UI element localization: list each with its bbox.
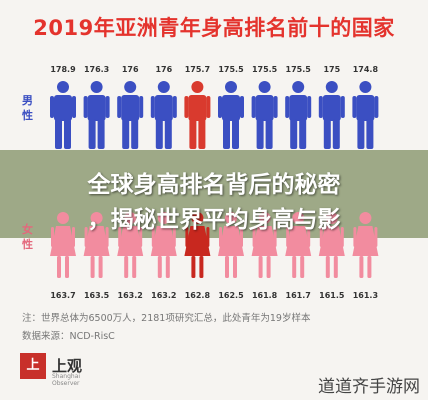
female-value-label: 161.7 [286, 291, 311, 300]
male-value-label: 175.5 [218, 65, 244, 74]
female-value-label: 161.8 [252, 291, 278, 300]
female-value-label: 161.3 [353, 291, 378, 300]
male-row-label-1: 男 [22, 94, 33, 107]
male-value-label: 175.7 [185, 65, 210, 74]
male-figure-bar [150, 81, 177, 149]
female-figure-bar [50, 212, 76, 278]
female-value-label: 163.2 [151, 291, 176, 300]
female-row-label-2: 性 [22, 237, 33, 251]
logo-subtitle: Shanghai Observer [52, 373, 81, 387]
logo-mark-icon: 上 [20, 353, 46, 379]
female-figure-bar [251, 212, 278, 278]
male-value-label: 175.5 [252, 65, 278, 74]
female-figure-bar [83, 212, 110, 278]
male-figure-bar [83, 81, 110, 149]
female-value-label: 163.7 [50, 291, 75, 300]
male-value-label: 175.5 [286, 65, 312, 74]
male-figure-bar [218, 81, 244, 149]
female-figure-bar [117, 212, 144, 278]
male-value-label: 176 [155, 65, 172, 74]
male-figure-bar [184, 81, 211, 149]
publisher-logo: 上 上观 Shanghai Observer [20, 353, 108, 387]
male-value-label: 174.8 [353, 65, 379, 74]
male-value-label: 176.3 [84, 65, 109, 74]
male-figure-bar [50, 81, 76, 149]
male-figure-bar [318, 81, 345, 149]
overlay-line-1: 全球身高排名背后的秘密 [87, 172, 341, 198]
female-figure-bar [318, 212, 345, 278]
overlay-line-2: ，揭秘世界平均身高与影 [87, 207, 341, 233]
watermark: 道道齐手游网 [318, 377, 420, 397]
male-row-label-2: 性 [22, 108, 33, 122]
male-figure-bar [352, 81, 379, 149]
female-figure-bar [150, 212, 177, 278]
male-figure-bar [251, 81, 278, 149]
logo-text: 上观 [52, 357, 83, 375]
male-figure-bar [285, 81, 312, 149]
male-figure-bar [117, 81, 144, 149]
female-value-label: 161.5 [319, 291, 345, 300]
female-row-label-1: 女 [22, 222, 33, 236]
female-value-label: 162.5 [218, 291, 244, 300]
chart-title: 2019年亚洲青年身高排名前十的国家 [33, 16, 395, 40]
female-value-label: 162.8 [185, 291, 211, 300]
female-value-label: 163.2 [118, 291, 143, 300]
footnote: 注：世界总体为6500万人，2181项研究汇总，此处青年为19岁样本 [22, 313, 311, 324]
female-figure-bar [184, 212, 211, 278]
female-value-label: 163.5 [84, 291, 110, 300]
male-value-label: 176 [122, 65, 139, 74]
overlay-band [0, 150, 428, 238]
male-value-label: 178.9 [50, 65, 76, 74]
male-value-label: 175 [323, 65, 340, 74]
female-figure-bar [218, 212, 244, 278]
female-figure-bar [352, 212, 379, 278]
female-figure-bar [285, 212, 312, 278]
source-note: 数据来源：NCD-RisC [22, 331, 115, 342]
